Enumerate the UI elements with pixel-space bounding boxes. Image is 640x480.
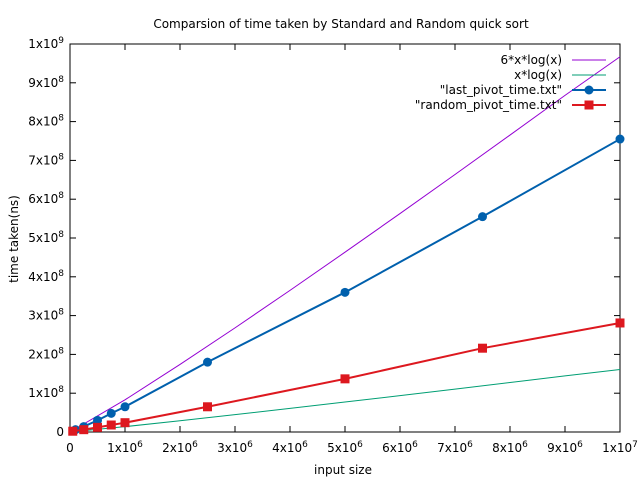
y-tick-label-exponent: 8 [58, 191, 64, 201]
y-tick-label: 2x108 [28, 346, 64, 361]
y-tick-label: 0 [56, 425, 64, 439]
y-tick-label-base: 1x10 [28, 386, 58, 400]
y-tick-label-exponent: 8 [58, 114, 64, 124]
y-tick-label-exponent: 8 [58, 385, 64, 395]
data-point-random-pivot [79, 425, 89, 435]
y-axis-title: time taken(ns) [7, 195, 21, 283]
data-point-last-pivot [120, 402, 130, 412]
data-point-random-pivot [203, 402, 212, 412]
x-tick-label: 1x107 [602, 440, 638, 455]
x-tick-label-base: 8x10 [492, 441, 522, 455]
y-tick-label-exponent: 8 [58, 152, 64, 162]
x-tick-label-base: 5x10 [327, 441, 357, 455]
data-point-random-pivot [68, 426, 78, 436]
y-tick-label-base: 8x10 [28, 115, 58, 129]
y-tick-label: 7x108 [28, 152, 64, 167]
series-line-0 [69, 56, 621, 433]
x-tick-label-base: 9x10 [547, 441, 577, 455]
x-tick-label: 2x106 [162, 440, 198, 455]
data-point-random-pivot [478, 343, 487, 353]
x-tick-label: 1x106 [107, 440, 143, 455]
x-tick-label-exponent: 6 [522, 440, 528, 450]
x-tick-label-base: 2x10 [162, 441, 192, 455]
y-tick-label-base: 6x10 [28, 192, 58, 206]
x-tick-label: 5x106 [327, 440, 363, 455]
x-tick-label-exponent: 6 [137, 440, 143, 450]
data-point-random-pivot [106, 420, 116, 430]
data-point-random-pivot [340, 374, 350, 384]
legend-label: "random_pivot_time.txt" [415, 98, 562, 112]
x-tick-label: 8x106 [492, 440, 528, 455]
x-tick-label: 6x106 [382, 440, 418, 455]
legend-label: 6*x*log(x) [501, 53, 563, 67]
x-tick-label-exponent: 6 [357, 440, 363, 450]
y-tick-label: 1x108 [28, 385, 64, 400]
x-tick-label: 0 [66, 441, 74, 455]
x-tick-label-exponent: 7 [632, 440, 638, 450]
data-point-last-pivot [203, 357, 212, 367]
x-tick-label-base: 1x10 [107, 441, 137, 455]
plot-area: 01x1082x1083x1084x1085x1086x1087x1088x10… [28, 36, 638, 455]
x-axis-title: input size [314, 463, 372, 477]
x-tick-label: 7x106 [437, 440, 473, 455]
y-tick-label: 6x108 [28, 191, 64, 206]
y-tick-label: 9x108 [28, 75, 64, 90]
y-tick-label: 3x108 [28, 308, 64, 323]
series-line-1 [69, 368, 621, 433]
x-tick-label-exponent: 6 [577, 440, 583, 450]
data-point-last-pivot [340, 287, 350, 297]
data-point-random-pivot [93, 422, 102, 432]
x-tick-label-base: 1x10 [602, 441, 632, 455]
y-tick-label-base: 3x10 [28, 309, 58, 323]
legend-label: x*log(x) [514, 68, 562, 82]
y-tick-label-exponent: 9 [58, 36, 64, 46]
x-tick-label-exponent: 6 [192, 440, 198, 450]
y-tick-label: 5x108 [28, 230, 64, 245]
y-tick-label: 4x108 [28, 269, 64, 284]
data-point-last-pivot [106, 408, 116, 418]
x-tick-label: 9x106 [547, 440, 583, 455]
x-tick-label: 3x106 [217, 440, 253, 455]
legend: 6*x*log(x)x*log(x)"last_pivot_time.txt""… [415, 53, 606, 112]
chart-title: Comparsion of time taken by Standard and… [153, 17, 529, 31]
y-tick-label-exponent: 8 [58, 346, 64, 356]
x-tick-label-base: 0 [66, 441, 74, 455]
data-point-random-pivot [120, 418, 130, 428]
data-point-random-pivot [615, 318, 625, 328]
y-tick-label-base: 5x10 [28, 231, 58, 245]
x-tick-label-base: 4x10 [272, 441, 302, 455]
y-tick-label-base: 2x10 [28, 347, 58, 361]
data-point-last-pivot [615, 134, 625, 144]
legend-marker-circle [584, 85, 594, 95]
y-tick-label-base: 0 [56, 425, 64, 439]
y-tick-label: 8x108 [28, 114, 64, 129]
legend-marker-square [584, 100, 594, 110]
y-tick-label-base: 9x10 [28, 76, 58, 90]
y-tick-label: 1x109 [28, 36, 64, 51]
y-tick-label-base: 4x10 [28, 270, 58, 284]
x-tick-label-exponent: 6 [412, 440, 418, 450]
x-tick-label-exponent: 6 [247, 440, 253, 450]
x-tick-label-base: 3x10 [217, 441, 247, 455]
legend-label: "last_pivot_time.txt" [440, 83, 562, 97]
x-tick-label: 4x106 [272, 440, 308, 455]
x-tick-label-base: 6x10 [382, 441, 412, 455]
y-tick-label-exponent: 8 [58, 230, 64, 240]
y-tick-label-exponent: 8 [58, 269, 64, 279]
data-point-last-pivot [93, 415, 102, 425]
y-tick-label-base: 7x10 [28, 153, 58, 167]
x-tick-label-exponent: 6 [467, 440, 473, 450]
x-tick-label-exponent: 6 [302, 440, 308, 450]
data-point-last-pivot [478, 212, 487, 222]
y-tick-label-base: 1x10 [28, 37, 58, 51]
y-tick-label-exponent: 8 [58, 308, 64, 318]
x-tick-label-base: 7x10 [437, 441, 467, 455]
series-line-2 [75, 138, 621, 431]
y-tick-label-exponent: 8 [58, 75, 64, 85]
